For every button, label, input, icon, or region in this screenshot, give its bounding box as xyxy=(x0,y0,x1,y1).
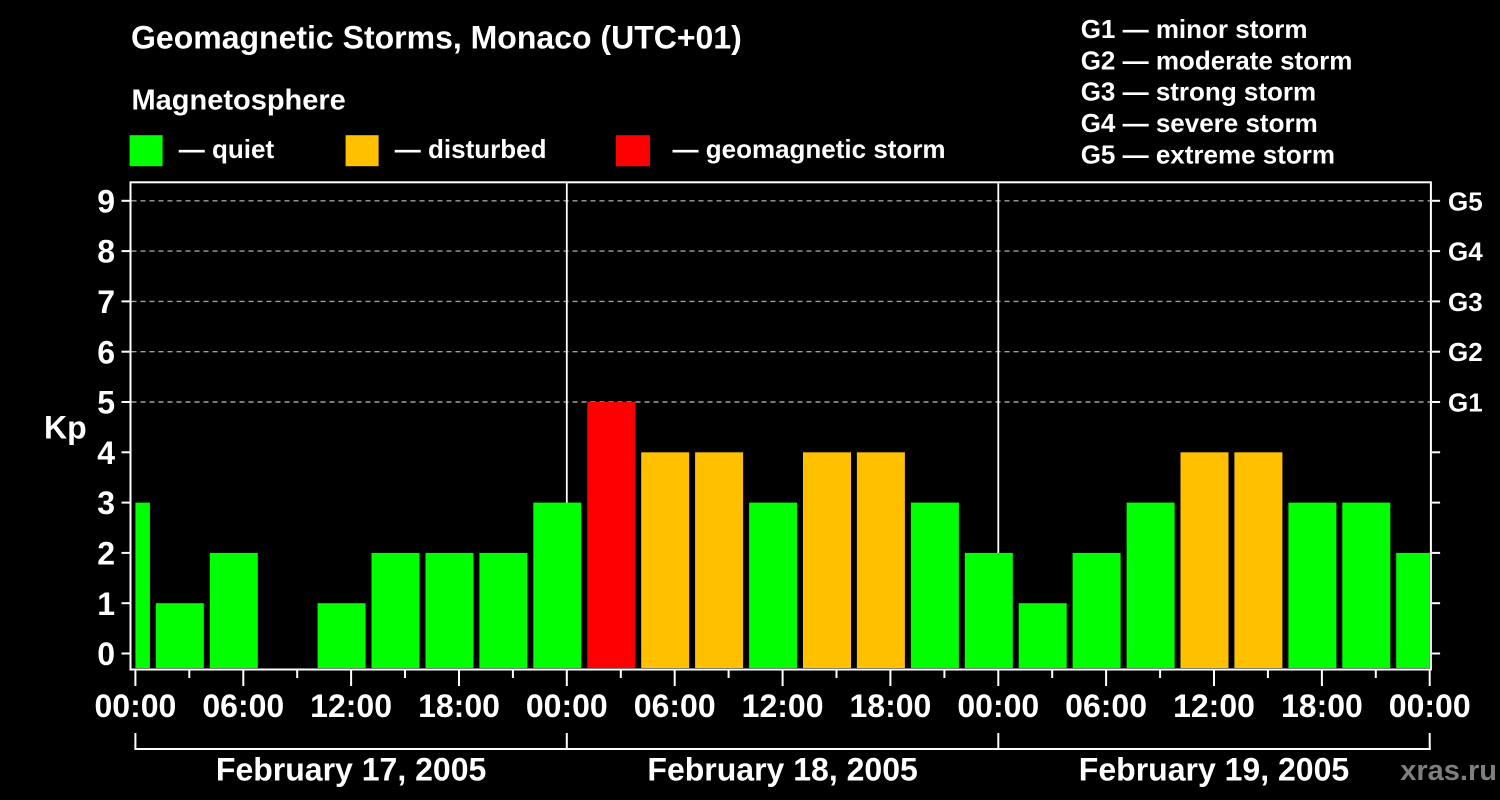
svg-text:xras.ru: xras.ru xyxy=(1400,755,1497,787)
svg-text:18:00: 18:00 xyxy=(1281,688,1363,724)
svg-text:18:00: 18:00 xyxy=(849,688,931,724)
svg-text:3: 3 xyxy=(97,485,115,521)
svg-text:06:00: 06:00 xyxy=(202,688,284,724)
svg-text:G2: G2 xyxy=(1448,337,1483,367)
svg-text:G5: G5 xyxy=(1448,186,1483,216)
svg-text:18:00: 18:00 xyxy=(418,688,500,724)
svg-text:G5 — extreme storm: G5 — extreme storm xyxy=(1081,140,1335,170)
svg-text:4: 4 xyxy=(97,435,115,471)
svg-text:G1 — minor storm: G1 — minor storm xyxy=(1081,14,1308,44)
svg-text:6: 6 xyxy=(97,334,115,370)
svg-text:00:00: 00:00 xyxy=(1389,688,1471,724)
svg-text:12:00: 12:00 xyxy=(1173,688,1255,724)
svg-text:G3: G3 xyxy=(1448,287,1483,317)
svg-text:00:00: 00:00 xyxy=(957,688,1039,724)
svg-text:February 18, 2005: February 18, 2005 xyxy=(647,752,917,788)
svg-text:12:00: 12:00 xyxy=(742,688,824,724)
svg-text:06:00: 06:00 xyxy=(634,688,716,724)
svg-text:Kp: Kp xyxy=(44,410,87,446)
svg-text:G2 — moderate storm: G2 — moderate storm xyxy=(1081,45,1353,75)
svg-text:8: 8 xyxy=(97,234,115,270)
svg-text:00:00: 00:00 xyxy=(526,688,608,724)
svg-text:G3 — strong storm: G3 — strong storm xyxy=(1081,77,1316,107)
svg-text:5: 5 xyxy=(97,385,115,421)
svg-text:1: 1 xyxy=(97,586,115,622)
svg-text:— disturbed: — disturbed xyxy=(395,134,547,164)
svg-text:12:00: 12:00 xyxy=(310,688,392,724)
svg-text:00:00: 00:00 xyxy=(94,688,176,724)
svg-text:G4 — severe storm: G4 — severe storm xyxy=(1081,108,1318,138)
svg-text:February 19, 2005: February 19, 2005 xyxy=(1079,752,1349,788)
svg-text:9: 9 xyxy=(97,183,115,219)
svg-text:— quiet: — quiet xyxy=(179,134,275,164)
svg-text:Magnetosphere: Magnetosphere xyxy=(132,84,346,116)
svg-text:7: 7 xyxy=(97,284,115,320)
svg-text:G4: G4 xyxy=(1448,237,1483,267)
svg-text:06:00: 06:00 xyxy=(1065,688,1147,724)
svg-text:Geomagnetic Storms, Monaco (UT: Geomagnetic Storms, Monaco (UTC+01) xyxy=(131,20,742,56)
svg-text:G1: G1 xyxy=(1448,388,1483,418)
svg-text:0: 0 xyxy=(97,636,115,672)
svg-text:2: 2 xyxy=(97,536,115,572)
svg-text:— geomagnetic storm: — geomagnetic storm xyxy=(673,134,946,164)
svg-text:February 17, 2005: February 17, 2005 xyxy=(216,752,486,788)
